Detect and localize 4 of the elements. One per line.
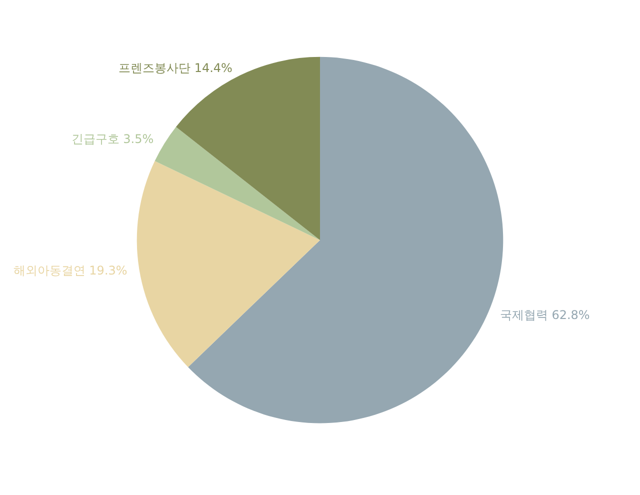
slice-label: 프렌즈봉사단 14.4% (118, 61, 232, 76)
slice-label: 국제협력 62.8% (500, 308, 590, 322)
slice-label: 해외아동결연 19.3% (13, 264, 128, 278)
slice-label: 긴급구호 3.5% (71, 132, 154, 146)
